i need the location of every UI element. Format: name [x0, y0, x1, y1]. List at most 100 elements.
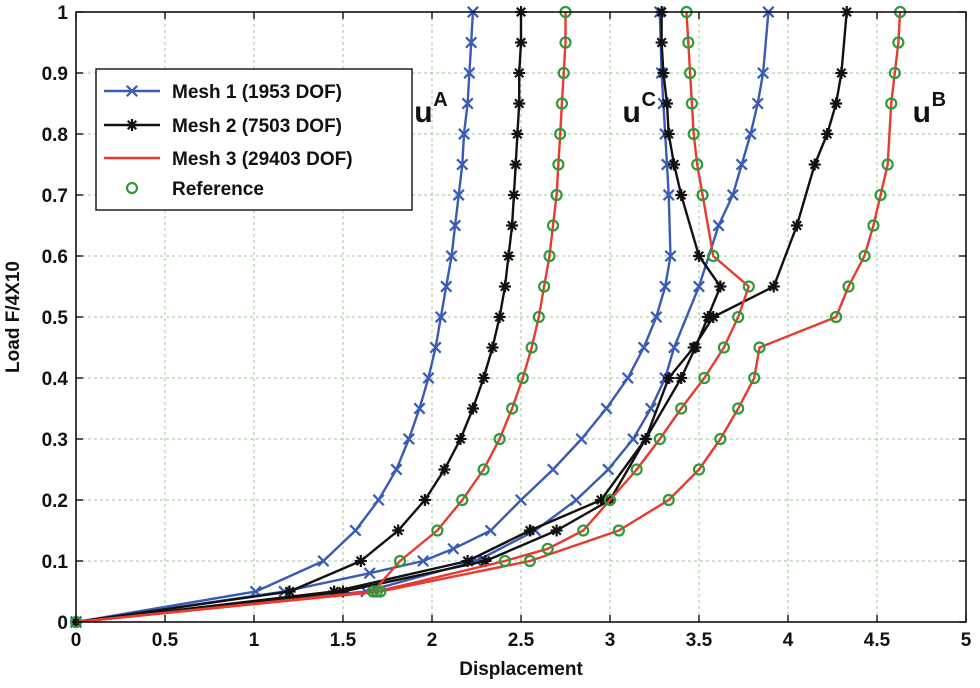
data-point [712, 219, 725, 232]
data-point [742, 280, 755, 293]
data-point [835, 67, 848, 79]
data-point [696, 188, 709, 202]
y-tick-label: 0.4 [42, 369, 69, 390]
data-point [513, 97, 526, 110]
y-tick-label: 0.8 [42, 125, 68, 146]
data-point [662, 493, 675, 507]
series-line-uB [75, 11, 770, 624]
data-point [498, 554, 512, 568]
data-point [683, 66, 697, 80]
data-point [662, 128, 675, 140]
y-tick-label: 0 [57, 613, 68, 634]
data-point [612, 524, 626, 537]
data-point [726, 189, 739, 201]
data-point [429, 341, 442, 354]
data-point [732, 310, 745, 324]
annotation-base: u [622, 96, 640, 129]
data-point [657, 67, 670, 79]
data-point [367, 585, 380, 598]
y-tick-label: 0.3 [42, 430, 68, 451]
data-point [434, 311, 447, 323]
data-point [507, 189, 520, 201]
data-point [559, 36, 572, 49]
data-point [516, 371, 529, 385]
data-point [523, 524, 536, 537]
data-point [515, 36, 527, 49]
data-point [543, 249, 556, 263]
data-point [662, 372, 675, 384]
data-point [744, 128, 757, 140]
data-point [418, 494, 431, 506]
data-point [602, 463, 615, 476]
data-point [370, 585, 383, 598]
data-point [498, 280, 511, 293]
data-point [570, 494, 583, 506]
data-point [511, 128, 524, 140]
data-point [465, 36, 478, 49]
data-point [431, 524, 444, 537]
legend-marker [126, 119, 138, 131]
data-point [692, 463, 706, 476]
data-point [682, 36, 695, 49]
data-point [732, 402, 745, 415]
data-point [484, 524, 497, 537]
data-point [422, 372, 435, 384]
legend-item-2: Mesh 2 (7503 DOF) [104, 116, 342, 137]
data-point [363, 567, 376, 580]
data-point [829, 310, 843, 324]
x-axis-title: Displacement [459, 659, 583, 680]
annotation-sup: B [932, 89, 946, 111]
series-line-uA [75, 12, 567, 624]
x-tick-label: 5 [961, 630, 972, 651]
data-point [393, 554, 407, 568]
data-point [867, 219, 880, 232]
data-point [449, 219, 462, 232]
data-point [547, 463, 560, 476]
x-tick-label: 2.5 [508, 630, 535, 651]
series-2 [70, 6, 853, 628]
data-point [637, 341, 650, 354]
data-point [317, 555, 330, 567]
data-point [454, 433, 467, 445]
data-point [874, 188, 887, 202]
data-point [513, 67, 526, 79]
data-point [458, 128, 471, 140]
y-tick-label: 0.1 [42, 552, 69, 573]
series-3 [75, 11, 902, 624]
data-point [808, 158, 821, 171]
legend-label: Mesh 2 (7503 DOF) [172, 116, 342, 137]
data-point [461, 97, 474, 110]
data-point [885, 97, 898, 110]
data-point [621, 372, 634, 384]
data-point [714, 432, 727, 446]
data-point [456, 493, 469, 507]
data-point [546, 219, 560, 232]
legend-label: Mesh 1 (1953 DOF) [172, 82, 342, 103]
ticks [75, 11, 967, 623]
annotation-base: u [414, 96, 432, 129]
data-point [655, 36, 668, 49]
data-point [639, 433, 652, 445]
legend-item-3: Mesh 3 (29403 DOF) [104, 149, 353, 170]
data-point [502, 250, 515, 262]
legend-marker [126, 85, 138, 97]
data-point [525, 341, 538, 354]
data-point [664, 250, 677, 262]
legend-box [95, 68, 413, 211]
data-point [445, 250, 458, 262]
data-point [693, 280, 705, 293]
data-point [668, 158, 681, 171]
data-point [603, 493, 617, 507]
annotation-sup: C [641, 89, 655, 111]
data-point [888, 66, 901, 80]
data-point [698, 371, 711, 385]
data-point [452, 189, 465, 201]
data-point [892, 36, 905, 49]
data-point [447, 542, 460, 555]
x-tick-label: 3 [605, 630, 616, 651]
data-point [541, 542, 554, 555]
series-1 [70, 6, 775, 628]
data-point [687, 127, 700, 141]
